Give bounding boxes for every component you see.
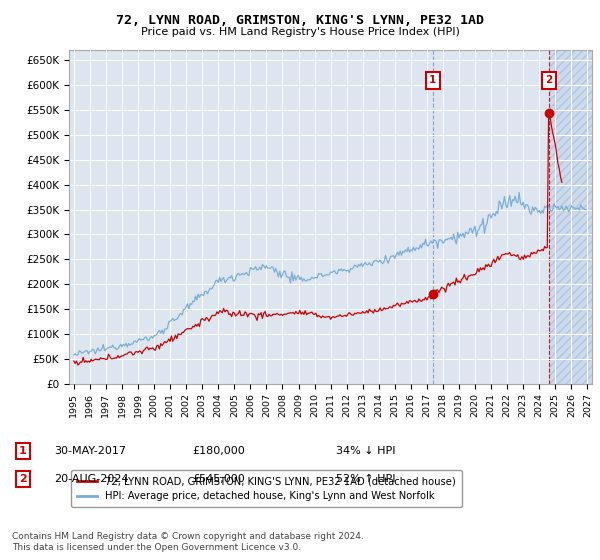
Text: 34% ↓ HPI: 34% ↓ HPI [336,446,395,456]
Legend: 72, LYNN ROAD, GRIMSTON, KING'S LYNN, PE32 1AD (detached house), HPI: Average pr: 72, LYNN ROAD, GRIMSTON, KING'S LYNN, PE… [71,470,462,507]
Text: 1: 1 [429,75,436,85]
Text: Price paid vs. HM Land Registry's House Price Index (HPI): Price paid vs. HM Land Registry's House … [140,27,460,37]
Text: 1: 1 [19,446,26,456]
Text: 2: 2 [19,474,26,484]
Text: £545,000: £545,000 [192,474,245,484]
Text: 52% ↑ HPI: 52% ↑ HPI [336,474,395,484]
Text: 72, LYNN ROAD, GRIMSTON, KING'S LYNN, PE32 1AD: 72, LYNN ROAD, GRIMSTON, KING'S LYNN, PE… [116,14,484,27]
Text: £180,000: £180,000 [192,446,245,456]
Text: Contains HM Land Registry data © Crown copyright and database right 2024.
This d: Contains HM Land Registry data © Crown c… [12,532,364,552]
Text: 20-AUG-2024: 20-AUG-2024 [54,474,128,484]
Text: 30-MAY-2017: 30-MAY-2017 [54,446,126,456]
Text: 2: 2 [545,75,553,85]
